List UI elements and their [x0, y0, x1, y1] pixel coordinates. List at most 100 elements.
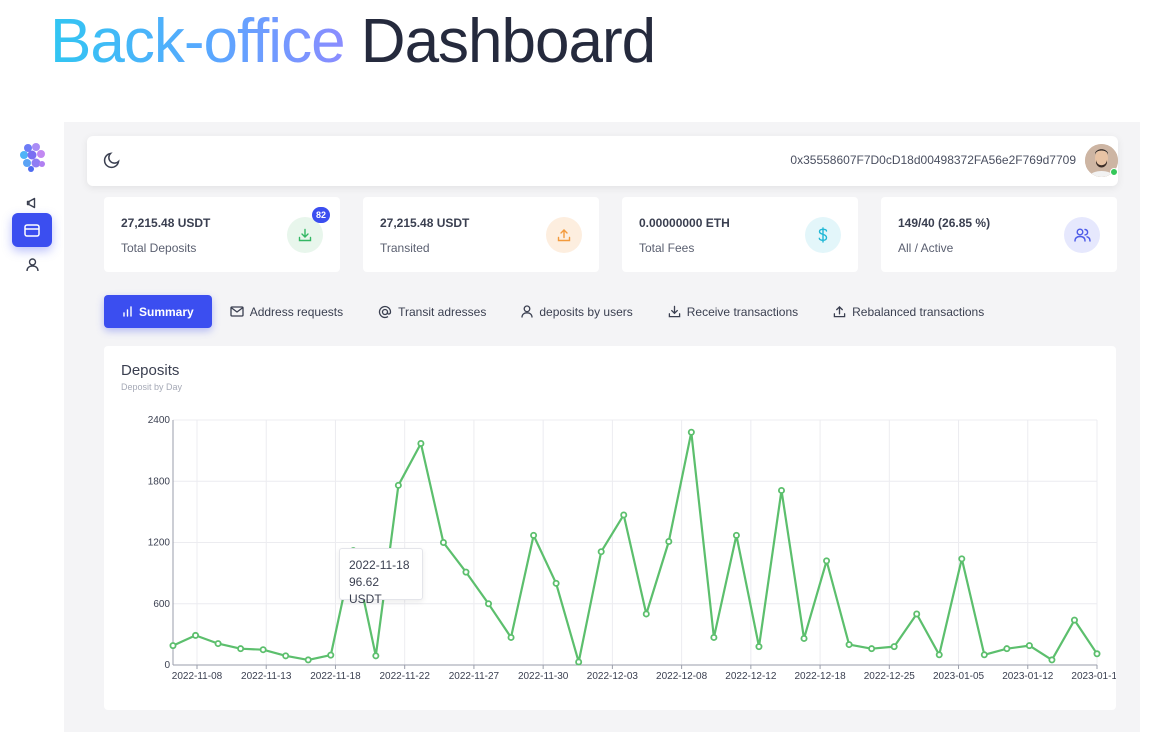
data-point	[192, 631, 200, 639]
stat-card-all-active: 149/40 (26.85 %) All / Active	[881, 197, 1117, 272]
data-point	[304, 656, 312, 664]
x-tick-label: 2022-12-08	[656, 671, 708, 682]
sidebar-item-wallet[interactable]	[12, 213, 52, 247]
data-point	[913, 610, 921, 618]
stat-value: 27,215.48 USDT	[380, 216, 470, 230]
tooltip-date: 2022-11-18	[349, 558, 410, 572]
deposits-line-chart[interactable]: 0 600 1200 1800 2400 2022-11-08 2022-11-13 2022…	[104, 346, 1116, 710]
data-point	[777, 486, 785, 494]
credit-card-icon	[24, 223, 40, 237]
user-icon	[25, 258, 39, 272]
x-tick-label: 2022-12-03	[587, 671, 639, 682]
data-point	[665, 537, 673, 545]
x-tick-label: 2022-12-25	[864, 671, 916, 682]
data-point	[237, 645, 245, 653]
data-point	[935, 651, 943, 659]
data-point	[710, 633, 718, 641]
data-point	[845, 641, 853, 649]
y-tick-label: 0	[164, 660, 170, 671]
x-tick-label: 2023-01-17	[1071, 671, 1116, 682]
data-point	[687, 428, 695, 436]
chart-subtitle: Deposit by Day	[121, 382, 183, 392]
tab-address-requests[interactable]: Address requests	[213, 295, 360, 328]
user-icon	[521, 305, 534, 318]
chart-tooltip: 2022-11-18 96.62 USDT	[339, 548, 423, 606]
data-point	[642, 610, 650, 618]
x-tick-label: 2023-01-12	[1002, 671, 1054, 682]
app-logo-icon	[20, 143, 45, 172]
tab-rebalanced-transactions[interactable]: Rebalanced transactions	[816, 295, 1001, 328]
x-tick-label: 2022-11-30	[518, 671, 569, 682]
data-point	[1003, 645, 1011, 653]
data-point	[1070, 616, 1078, 624]
bar-chart-icon	[123, 306, 132, 317]
wallet-address: 0x35558607F7D0cD18d00498372FA56e2F769d77…	[790, 153, 1076, 167]
data-point	[1093, 650, 1101, 658]
stat-value: 149/40 (26.85 %)	[898, 216, 991, 230]
stat-value: 27,215.48 USDT	[121, 216, 211, 230]
download-icon	[287, 217, 323, 253]
sidebar-item-users[interactable]	[12, 248, 52, 282]
tab-label: deposits by users	[539, 304, 633, 319]
deposits-count-badge: 82	[311, 207, 330, 223]
at-icon	[378, 305, 392, 318]
megaphone-icon	[26, 197, 36, 209]
online-status-dot	[1110, 168, 1118, 176]
tab-transit-adresses[interactable]: Transit adresses	[361, 295, 503, 328]
chart-title: Deposits	[121, 362, 180, 379]
deposits-chart-card: Deposits Deposit by Day 0 600 1200 1800 2400…	[104, 346, 1116, 710]
data-point	[169, 642, 177, 650]
x-tick-label: 2022-11-08	[172, 671, 223, 682]
data-point	[282, 652, 290, 660]
x-tick-label: 2022-12-18	[794, 671, 846, 682]
data-point	[890, 643, 898, 651]
data-point	[439, 538, 447, 546]
x-tick-label: 2023-01-05	[933, 671, 985, 682]
tab-label: Rebalanced transactions	[852, 304, 985, 319]
y-tick-label: 2400	[148, 415, 171, 426]
tab-label: Transit adresses	[398, 304, 487, 319]
tab-receive-transactions[interactable]: Receive transactions	[651, 295, 815, 328]
data-point	[1048, 656, 1056, 664]
data-point	[485, 600, 493, 608]
mail-icon	[230, 306, 244, 317]
stat-card-total-deposits: 27,215.48 USDT Total Deposits 82	[104, 197, 340, 272]
x-tick-label: 2022-12-12	[725, 671, 777, 682]
moon-icon[interactable]	[103, 151, 121, 169]
data-point	[597, 548, 605, 556]
data-point	[372, 652, 380, 660]
tab-bar: Summary Address requests Transit adresse…	[104, 295, 1002, 328]
stat-card-transited: 27,215.48 USDT Transited	[363, 197, 599, 272]
data-point	[507, 633, 515, 641]
tab-deposits-by-users[interactable]: deposits by users	[504, 295, 649, 328]
data-point	[530, 531, 538, 539]
tab-summary[interactable]: Summary	[104, 295, 212, 328]
avatar-image	[1085, 144, 1118, 177]
data-point	[575, 658, 583, 666]
data-point	[868, 645, 876, 653]
x-tick-label: 2022-11-18	[310, 671, 361, 682]
stat-label: Total Deposits	[121, 241, 197, 255]
avatar[interactable]	[1085, 144, 1118, 177]
main-area: 0x35558607F7D0cD18d00498372FA56e2F769d77…	[64, 122, 1140, 732]
data-point	[755, 643, 763, 651]
data-point	[823, 557, 831, 565]
data-point	[552, 579, 560, 587]
data-point	[259, 646, 267, 654]
deposits-series-line	[172, 431, 1098, 663]
upload-icon	[546, 217, 582, 253]
x-tick-label: 2022-11-22	[379, 671, 430, 682]
data-point	[800, 634, 808, 642]
tooltip-value: 96.62 USDT	[349, 575, 382, 606]
hero-title-highlight: Back-office	[50, 7, 346, 76]
sidebar-item-announcements[interactable]	[12, 186, 52, 220]
top-bar: 0x35558607F7D0cD18d00498372FA56e2F769d77…	[87, 136, 1118, 186]
y-tick-label: 1800	[148, 476, 171, 487]
stat-label: All / Active	[898, 241, 954, 255]
stat-value: 0.00000000 ETH	[639, 216, 730, 230]
stat-label: Total Fees	[639, 241, 695, 255]
x-tick-label: 2022-11-27	[449, 671, 500, 682]
hero-title-rest: Dashboard	[360, 7, 656, 76]
page-hero-title: Back-office Dashboard	[50, 6, 656, 78]
stat-label: Transited	[380, 241, 430, 255]
